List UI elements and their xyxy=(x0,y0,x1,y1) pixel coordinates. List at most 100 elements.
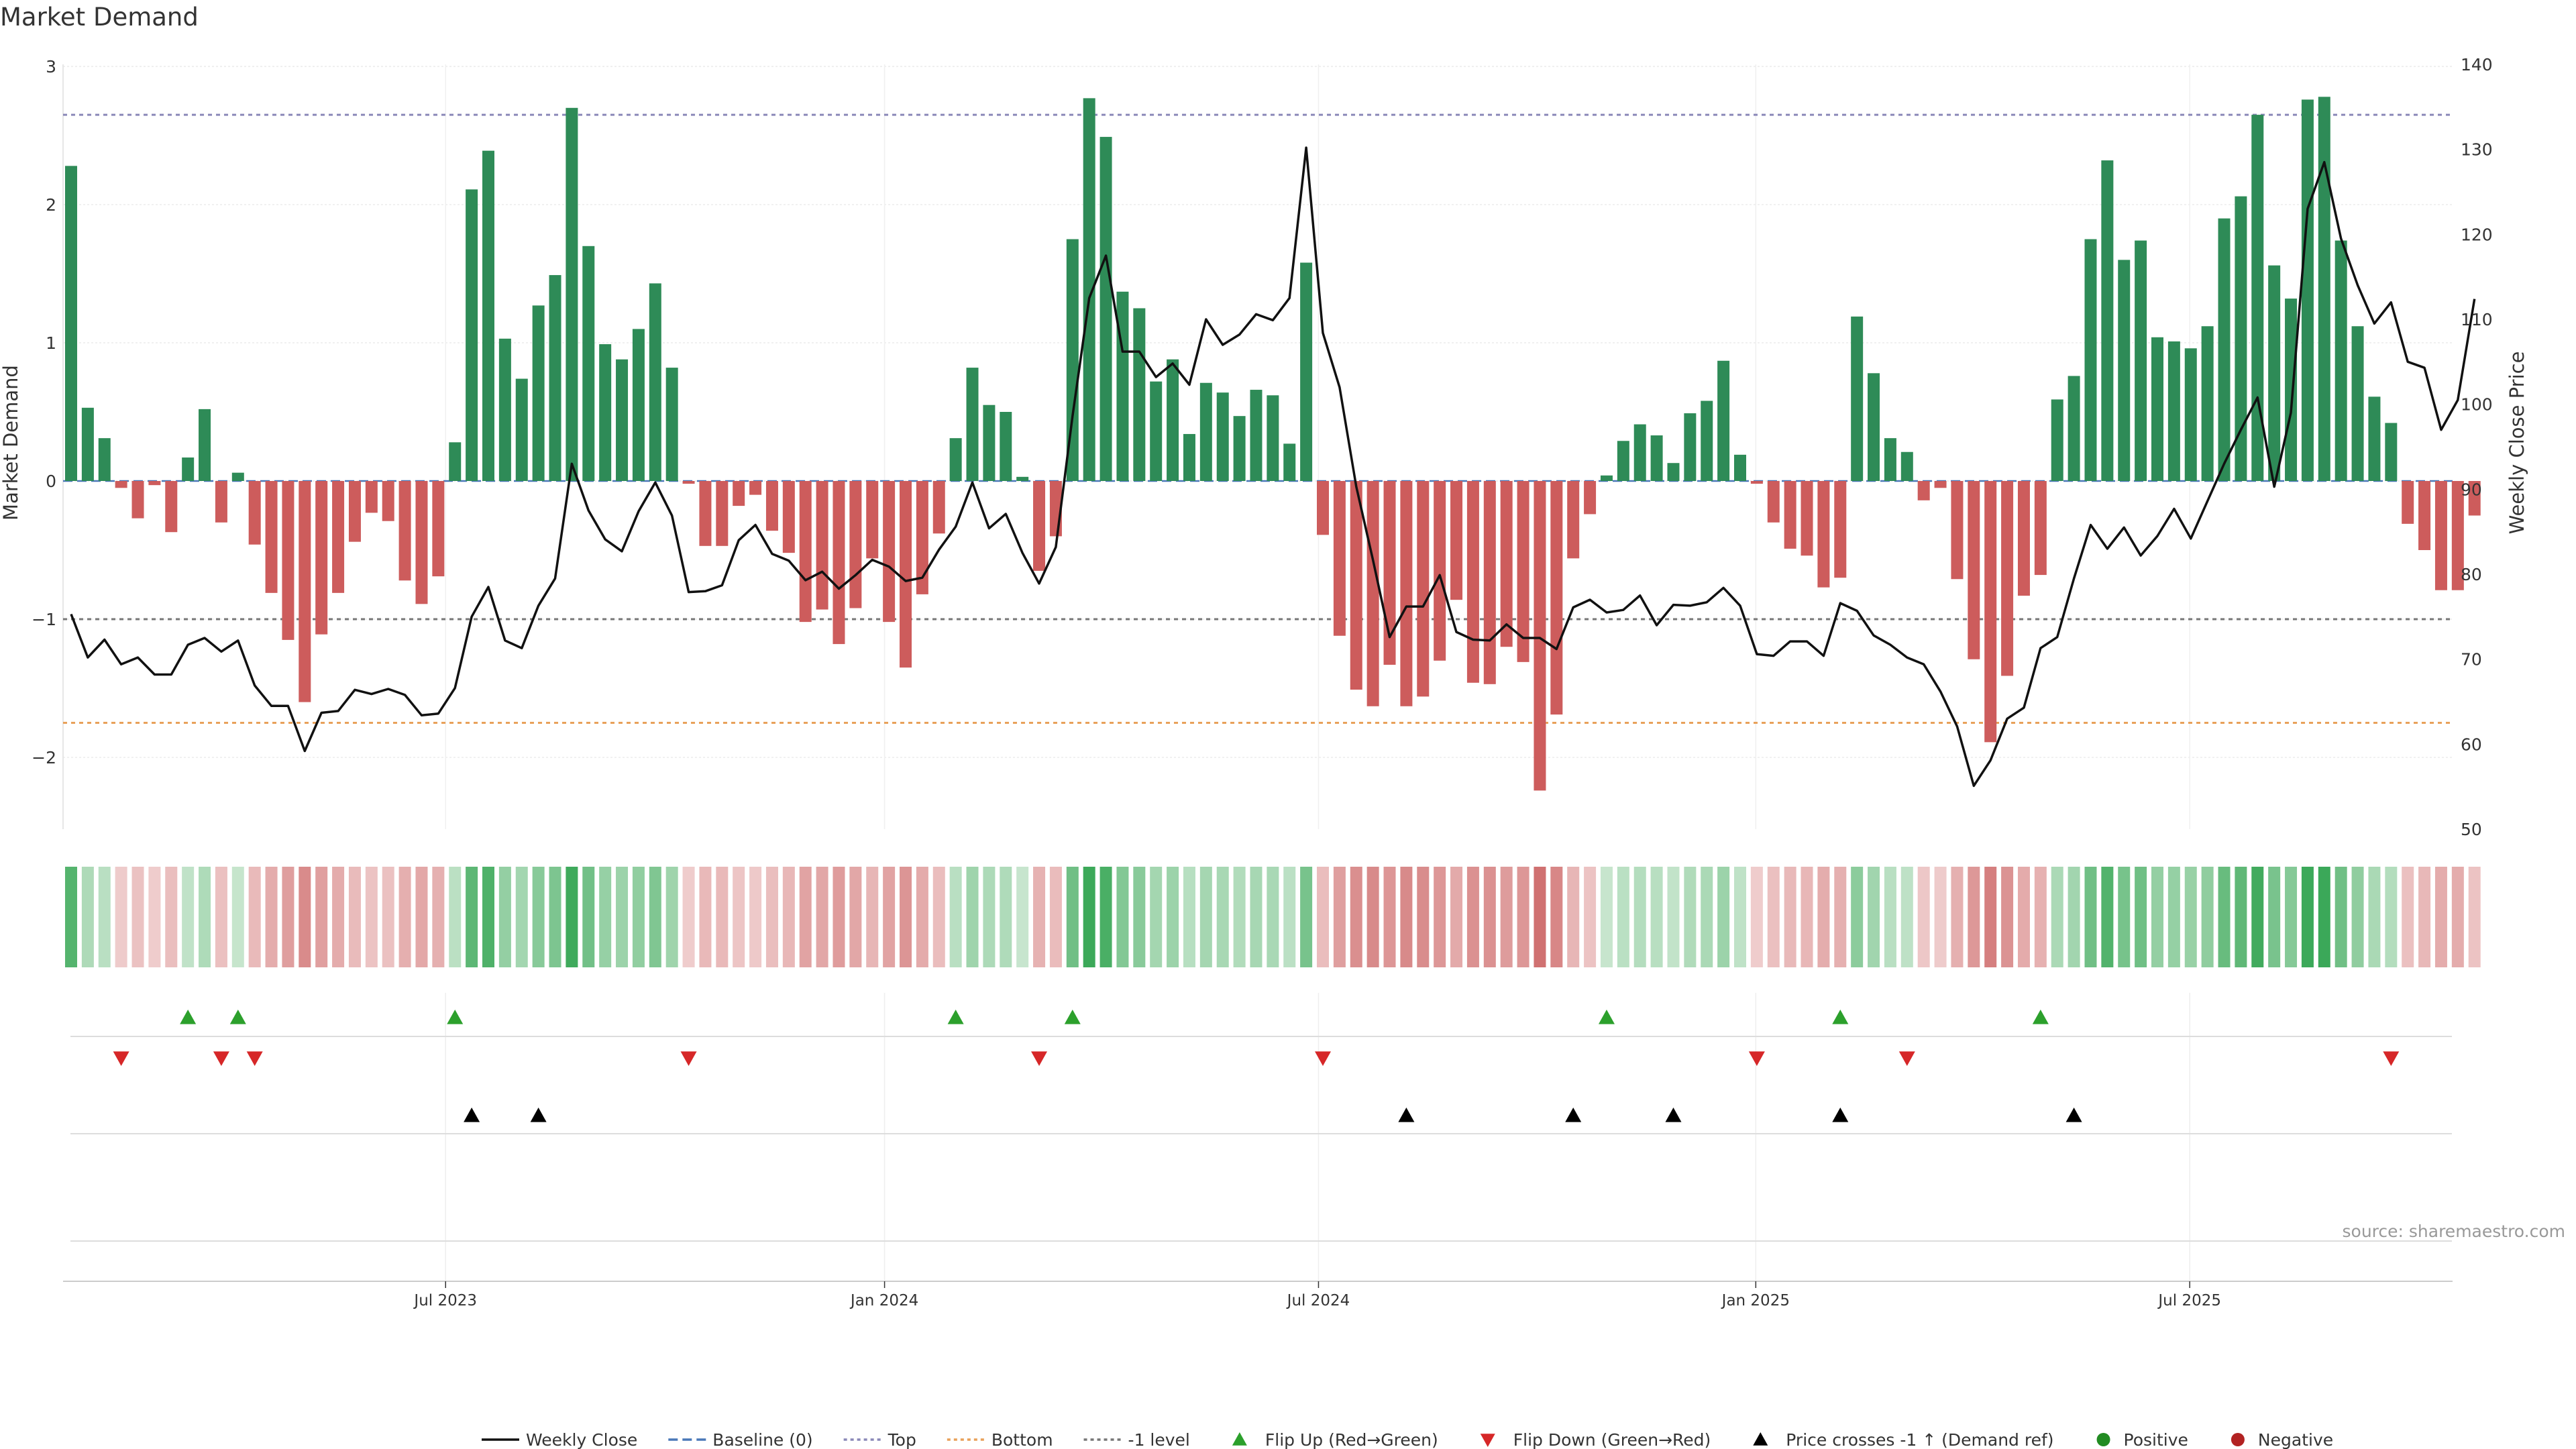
heat-cell xyxy=(632,867,645,967)
y2-tick-label: 60 xyxy=(2461,735,2482,754)
heat-cell xyxy=(332,867,345,967)
legend-item: Flip Down (Green→Red) xyxy=(1480,1430,1711,1449)
demand-bar xyxy=(1483,481,1496,684)
legend-swatch-dot xyxy=(2096,1433,2110,1446)
heat-cell xyxy=(2151,867,2163,967)
heat-cell xyxy=(2418,867,2431,967)
demand-bar xyxy=(1801,481,1813,556)
flip-up-marker xyxy=(2032,1010,2049,1024)
heat-cell xyxy=(1600,867,1613,967)
demand-bar xyxy=(632,329,645,481)
heat-cell xyxy=(1116,867,1129,967)
y2-axis-ticks: 140 130 120 110 100 90 80 70 60 50 xyxy=(2461,55,2493,839)
demand-bar xyxy=(949,438,962,481)
price-cross-marker xyxy=(464,1108,480,1122)
demand-bar xyxy=(1133,308,1146,481)
legend-swatch-triangle xyxy=(1753,1432,1768,1446)
flip-down-marker xyxy=(213,1051,229,1066)
flip-down-marker xyxy=(1315,1051,1331,1066)
heat-cell xyxy=(1233,867,1246,967)
demand-bar xyxy=(932,481,945,534)
heat-cell xyxy=(833,867,845,967)
demand-bar xyxy=(799,481,812,623)
heat-cell xyxy=(1350,867,1362,967)
demand-bar xyxy=(1199,382,1212,481)
demand-bar xyxy=(199,409,211,481)
y-tick-label: 2 xyxy=(46,195,56,215)
demand-bar xyxy=(1784,481,1796,549)
demand-bar xyxy=(231,472,244,481)
y-tick-label: 0 xyxy=(46,472,56,491)
heat-cell xyxy=(1400,867,1413,967)
demand-bar xyxy=(1283,443,1296,481)
heat-cell xyxy=(1434,867,1446,967)
y2-tick-label: 80 xyxy=(2461,565,2482,584)
demand-bar xyxy=(2368,396,2381,481)
heat-cell xyxy=(1633,867,1646,967)
price-line-path xyxy=(70,146,2476,788)
y-axis-ticks: 3 2 1 0 −1 −2 xyxy=(32,57,56,767)
demand-bar xyxy=(883,481,896,623)
heat-cell xyxy=(2451,867,2464,967)
legend-item: Flip Up (Red→Green) xyxy=(1232,1430,1438,1449)
legend-swatch-triangle xyxy=(1232,1432,1247,1446)
legend-item: Price crosses -1 ↑ (Demand ref) xyxy=(1753,1430,2054,1449)
heat-cell xyxy=(816,867,828,967)
demand-bar xyxy=(299,481,311,702)
flip-down-marker xyxy=(1031,1051,1048,1066)
demand-bar xyxy=(2251,115,2264,482)
flip-up-marker xyxy=(180,1010,197,1024)
demand-bar xyxy=(1868,373,1880,481)
heat-cell xyxy=(432,867,445,967)
heat-cell xyxy=(98,867,111,967)
legend-item: Negative xyxy=(2231,1430,2333,1449)
demand-bar xyxy=(215,481,227,523)
demand-bar xyxy=(782,481,795,553)
demand-bar xyxy=(1317,481,1329,535)
legend-label: Flip Up (Red→Green) xyxy=(1265,1430,1438,1449)
heat-cell xyxy=(165,867,178,967)
heat-cell xyxy=(2251,867,2264,967)
heat-cell xyxy=(900,867,912,967)
demand-bar xyxy=(1717,360,1730,481)
heat-cell xyxy=(1450,867,1463,967)
heat-cell xyxy=(199,867,211,967)
heat-cell xyxy=(449,867,462,967)
weekly-close-line xyxy=(70,146,2476,788)
heat-cell xyxy=(81,867,94,967)
y2-axis-label: Weekly Close Price xyxy=(2506,352,2528,535)
heat-cell xyxy=(2034,867,2047,967)
demand-bar xyxy=(2135,240,2147,481)
demand-bar xyxy=(900,481,912,668)
legend-swatch-triangle xyxy=(1480,1434,1495,1447)
flip-up-marker xyxy=(1598,1010,1615,1024)
heat-cell xyxy=(883,867,896,967)
demand-bar xyxy=(866,481,879,559)
demand-bar xyxy=(616,359,629,481)
demand-bar xyxy=(1817,481,1830,588)
legend: Weekly Close Baseline (0) Top Bottom -1 leve… xyxy=(482,1430,2333,1449)
heat-cell xyxy=(1801,867,1813,967)
heat-cell xyxy=(949,867,962,967)
demand-bar xyxy=(1000,412,1012,481)
demand-bars xyxy=(65,97,2481,791)
demand-bar xyxy=(1617,441,1629,481)
heat-cell xyxy=(2051,867,2063,967)
heat-cell xyxy=(849,867,862,967)
legend-label: Positive xyxy=(2124,1430,2188,1449)
demand-bar xyxy=(1183,433,1195,481)
heat-cell xyxy=(1417,867,1430,967)
heat-cell xyxy=(799,867,812,967)
heat-cell xyxy=(1868,867,1880,967)
heat-cell xyxy=(1167,867,1179,967)
heat-cell xyxy=(765,867,778,967)
heat-cell xyxy=(315,867,328,967)
demand-bar xyxy=(498,338,511,481)
heat-cell xyxy=(665,867,678,967)
demand-bar xyxy=(1884,438,1896,481)
demand-bar xyxy=(1550,481,1563,715)
heat-cell xyxy=(248,867,261,967)
demand-bar xyxy=(966,368,979,481)
heat-cell xyxy=(1000,867,1012,967)
